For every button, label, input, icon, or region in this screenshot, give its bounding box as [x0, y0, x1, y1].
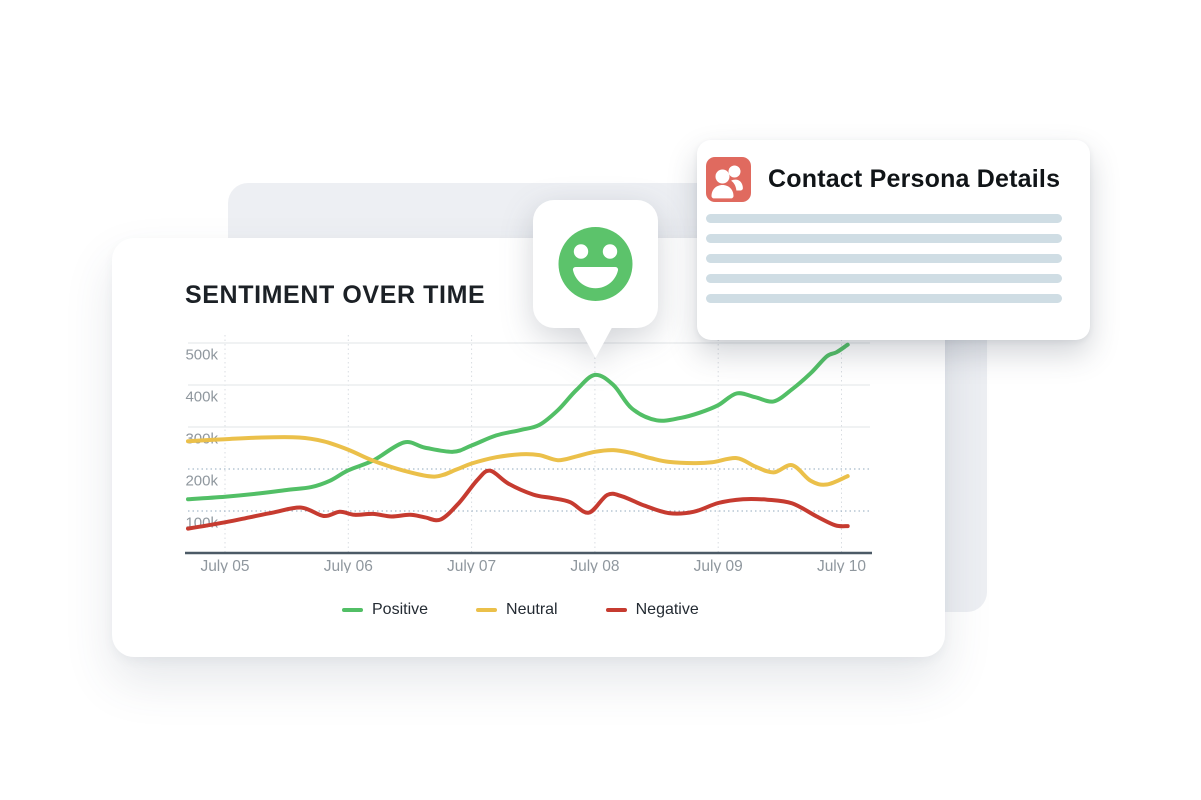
- positive-line-swatch: [342, 608, 363, 612]
- series-line-negative: [186, 468, 850, 531]
- placeholder-line: [706, 214, 1062, 223]
- legend-item-positive[interactable]: Positive: [342, 601, 428, 619]
- chart-title: SENTIMENT OVER TIME: [185, 281, 486, 309]
- y-tick-label: 500k: [185, 347, 218, 364]
- x-tick-label: July 06: [324, 558, 373, 573]
- sentiment-tooltip: [533, 200, 658, 358]
- x-tick-label: July 07: [447, 558, 496, 573]
- placeholder-line: [706, 294, 1062, 303]
- legend-label-negative: Negative: [635, 601, 699, 618]
- placeholder-text-lines: [706, 214, 1062, 303]
- people-icon: [706, 157, 751, 202]
- y-tick-label: 400k: [185, 389, 218, 406]
- positive-smiley-icon: [558, 227, 633, 301]
- contact-card-title: Contact Persona Details: [768, 165, 1061, 193]
- x-tick-label: July 09: [694, 558, 743, 573]
- legend-label-positive: Positive: [372, 601, 429, 618]
- legend-item-neutral[interactable]: Neutral: [476, 601, 558, 619]
- x-tick-label: July 10: [817, 558, 866, 573]
- placeholder-line: [706, 254, 1062, 263]
- contact-persona-card: Contact Persona Details: [697, 140, 1090, 340]
- series-line-positive: [186, 342, 850, 502]
- x-tick-label: July 08: [570, 558, 619, 573]
- x-gridlines: [224, 335, 842, 552]
- x-tick-labels: July 05 July 06 July 07 July 08 July 09 July …: [200, 558, 866, 573]
- negative-line-swatch: [605, 608, 627, 612]
- chart-legend: Positive Neutral Negative: [342, 601, 699, 619]
- neutral-line-swatch: [476, 608, 498, 612]
- legend-item-negative[interactable]: Negative: [605, 601, 699, 619]
- legend-label-neutral: Neutral: [506, 601, 558, 618]
- series-line-neutral: [186, 435, 850, 487]
- placeholder-line: [706, 234, 1062, 243]
- placeholder-line: [706, 274, 1062, 283]
- people-icon-glyph: [711, 165, 743, 199]
- y-tick-label: 200k: [185, 473, 218, 490]
- x-tick-label: July 05: [200, 558, 249, 573]
